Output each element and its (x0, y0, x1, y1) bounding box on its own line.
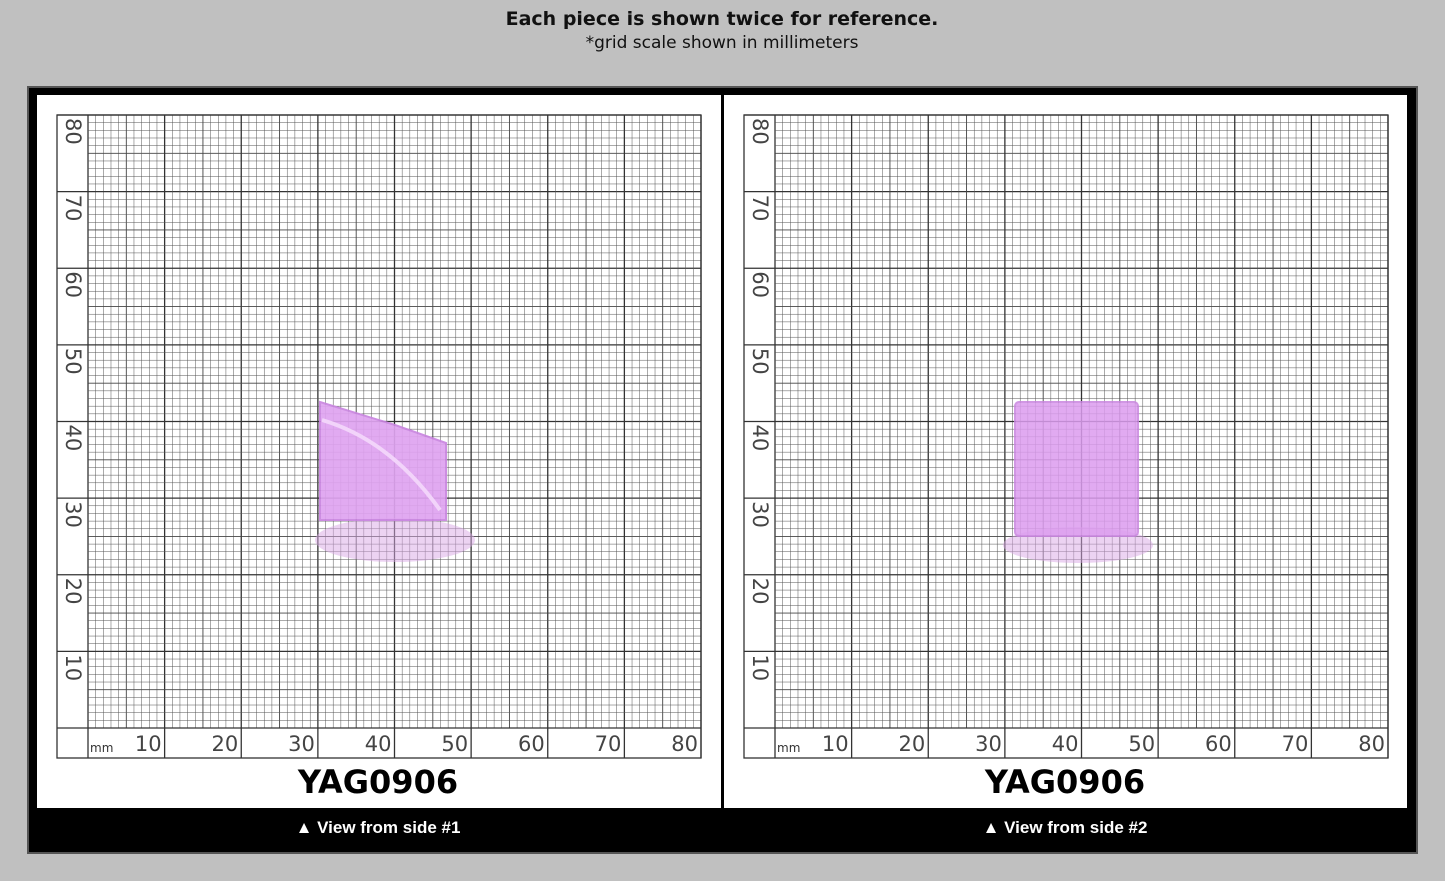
x-scale-label: 20 (212, 732, 239, 756)
panels: mm 10 20 30 40 50 60 70 80 10 20 30 40 50 60 70 80 YAG090… (37, 95, 1407, 837)
y-scale-label: 60 (748, 271, 772, 298)
x-scale-label: 60 (518, 732, 545, 756)
y-scale-label: 80 (748, 118, 772, 145)
y-scale-label: 40 (61, 425, 85, 452)
x-scale-label: 50 (1128, 732, 1155, 756)
y-scale-label: 50 (748, 348, 772, 375)
unit-label: mm (90, 741, 113, 755)
unit-label: mm (777, 741, 800, 755)
x-scale-label: 50 (441, 732, 468, 756)
y-scale-label: 30 (748, 501, 772, 528)
panel: mm 10 20 30 40 50 60 70 80 10 20 30 40 50 60 70 80 YAG090… (37, 95, 721, 837)
x-scale-label: 80 (1358, 732, 1385, 756)
y-scale-label: 10 (61, 654, 85, 681)
y-scale-label: 60 (61, 271, 85, 298)
x-scale-label: 80 (671, 732, 698, 756)
specimen-edge (321, 418, 442, 512)
y-scale-label: 40 (748, 425, 772, 452)
x-scale-label: 20 (899, 732, 926, 756)
panel: mm 10 20 30 40 50 60 70 80 10 20 30 40 50 60 70 80 YAG090… (724, 95, 1407, 837)
specimen (1014, 401, 1139, 537)
y-scale-label: 80 (61, 118, 85, 145)
y-scale-label: 20 (748, 578, 772, 605)
x-scale-label: 70 (1282, 732, 1309, 756)
scale-border (743, 114, 1389, 759)
x-scale-label: 10 (135, 732, 162, 756)
y-scale-label: 10 (748, 654, 772, 681)
x-scale-label: 40 (1052, 732, 1079, 756)
piece-label: YAG0906 (984, 763, 1145, 801)
x-scale-label: 60 (1205, 732, 1232, 756)
y-scale-label: 50 (61, 348, 85, 375)
header-subtitle: *grid scale shown in millimeters (586, 33, 859, 53)
specimen-shadow (315, 518, 475, 562)
header-title: Each piece is shown twice for reference. (506, 8, 939, 30)
view-caption: ▲ View from side #2 (983, 818, 1148, 837)
y-scale-label: 70 (748, 195, 772, 222)
scale-border (56, 114, 702, 759)
x-scale-label: 30 (288, 732, 315, 756)
x-scale-label: 70 (595, 732, 622, 756)
x-scale-label: 10 (822, 732, 849, 756)
y-scale-label: 20 (61, 578, 85, 605)
x-scale-label: 40 (365, 732, 392, 756)
x-scale-label: 30 (975, 732, 1002, 756)
piece-label: YAG0906 (297, 763, 458, 801)
y-scale-label: 70 (61, 195, 85, 222)
y-scale-label: 30 (61, 501, 85, 528)
view-caption: ▲ View from side #1 (296, 818, 461, 837)
